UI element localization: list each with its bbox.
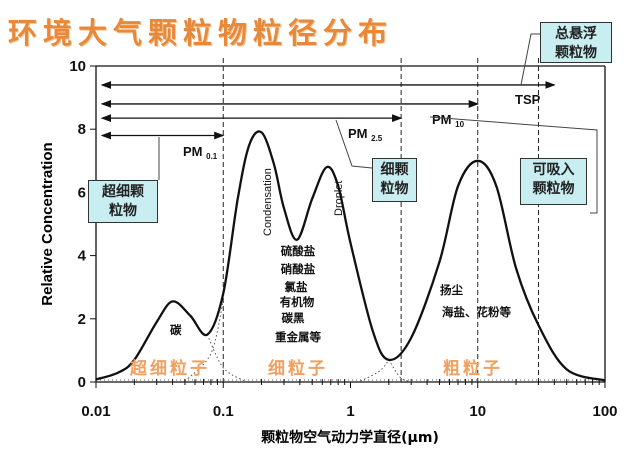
chart-title: 环境大气颗粒物粒径分布 bbox=[8, 16, 394, 50]
y-tick-label: 2 bbox=[78, 311, 86, 328]
annotation-coarse-0: 扬尘 bbox=[440, 283, 463, 297]
x-tick-label: 10 bbox=[469, 403, 486, 420]
region-label-fine: 细粒子 bbox=[268, 358, 328, 379]
mode-tail-dotted bbox=[184, 299, 224, 382]
tsp-leader-line bbox=[520, 33, 540, 86]
mode-tail-dotted bbox=[388, 359, 415, 383]
range-label: PM 0.1 bbox=[183, 144, 218, 161]
range-label: PM 2.5 bbox=[348, 126, 383, 143]
annotation-fine-4: 碳黑 bbox=[282, 311, 305, 325]
callout-tsp: 总悬浮 颗粒物 bbox=[540, 22, 612, 63]
mode-tail-dotted bbox=[360, 359, 390, 382]
peak-label-droplet: Droplet bbox=[333, 181, 345, 216]
range-label: PM 10 bbox=[432, 112, 465, 129]
x-tick-label: 1 bbox=[346, 403, 354, 420]
callout-ultrafine: 超细颗 粒物 bbox=[88, 180, 158, 223]
annotation-fine-5: 重金属等 bbox=[275, 330, 321, 344]
callout-tsp-text: 总悬浮 颗粒物 bbox=[555, 26, 597, 61]
y-tick-label: 6 bbox=[78, 184, 86, 201]
annotation-fine-0: 硫酸盐 bbox=[281, 244, 316, 258]
range-label: TSP bbox=[515, 92, 541, 107]
x-tick-label: 100 bbox=[592, 403, 617, 420]
mode-tail-dotted bbox=[206, 334, 246, 382]
x-axis-label: 颗粒物空气动力学直径(μm) bbox=[261, 429, 439, 446]
annotation-fine-3: 有机物 bbox=[280, 295, 315, 309]
y-tick-label: 0 bbox=[78, 374, 86, 391]
x-tick-label: 0.1 bbox=[213, 403, 234, 420]
annotation-carbon: 碳 bbox=[170, 323, 182, 337]
y-axis-label: Relative Concentration bbox=[39, 142, 56, 305]
callout-fine: 细颗 粒物 bbox=[372, 158, 417, 202]
y-tick-label: 4 bbox=[78, 248, 87, 265]
annotation-fine-1: 硝酸盐 bbox=[281, 262, 316, 276]
peak-label-condensation: Condensation bbox=[262, 168, 274, 236]
callout-inhalable: 可吸入 颗粒物 bbox=[520, 158, 587, 205]
callout-ultrafine-text: 超细颗 粒物 bbox=[102, 184, 144, 219]
size-distribution-curve bbox=[95, 130, 606, 382]
pm25-leader-line bbox=[335, 119, 373, 169]
y-tick-label: 10 bbox=[69, 58, 86, 75]
pm10-leader-line bbox=[429, 116, 598, 214]
x-tick-label: 0.01 bbox=[81, 403, 110, 420]
callout-fine-text: 细颗 粒物 bbox=[380, 162, 409, 197]
callout-inhalable-text: 可吸入 颗粒物 bbox=[532, 162, 575, 197]
annotation-fine-2: 氯盐 bbox=[285, 280, 308, 294]
y-tick-label: 8 bbox=[78, 121, 86, 138]
region-label-ultrafine: 超细粒子 bbox=[130, 358, 210, 379]
region-label-coarse: 粗粒子 bbox=[443, 358, 503, 379]
annotation-coarse-1: 海盐、花粉等 bbox=[442, 305, 511, 319]
